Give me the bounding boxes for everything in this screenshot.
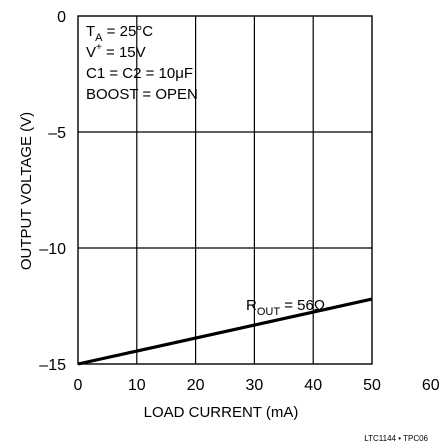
condition-ta: TA = 25°C [86, 23, 153, 44]
condition-boost: BOOST = OPEN [86, 86, 198, 103]
x-tick-label-20: 20 [187, 377, 205, 394]
x-axis-label: LOAD CURRENT (mA) [144, 404, 299, 421]
series-line-0 [77, 297, 373, 366]
x-tick-label-50: 50 [363, 377, 381, 394]
x-tick-labels: 0 10 20 30 40 50 60 [74, 377, 440, 394]
rout-label: ROUT = 56Ω [246, 297, 325, 318]
conditions-annotation: TA = 25°C V+ = 15V C1 = C2 = 10μF BOOST … [86, 23, 198, 103]
y-axis-label: OUTPUT VOLTAGE (V) [18, 112, 35, 270]
y-tick-label-3: –15 [39, 357, 66, 374]
x-tick-label-0: 0 [74, 377, 83, 394]
y-tick-labels: 0 –5 –10 –15 [39, 9, 66, 374]
series-layer [77, 297, 373, 366]
y-tick-label-1: –5 [48, 125, 66, 142]
figure-id-footnote: LTC1144 • TPC06 [364, 434, 428, 443]
x-tick-label-10: 10 [128, 377, 146, 394]
plot-frame [77, 15, 373, 365]
condition-caps: C1 = C2 = 10μF [86, 65, 193, 82]
y-tick-label-2: –10 [39, 241, 66, 258]
grid [77, 15, 373, 365]
condition-vplus: V+ = 15V [86, 42, 146, 61]
y-tick-label-0: 0 [57, 9, 66, 26]
x-tick-label-30: 30 [246, 377, 264, 394]
x-tick-label-60: 60 [422, 377, 440, 394]
x-tick-label-40: 40 [304, 377, 322, 394]
